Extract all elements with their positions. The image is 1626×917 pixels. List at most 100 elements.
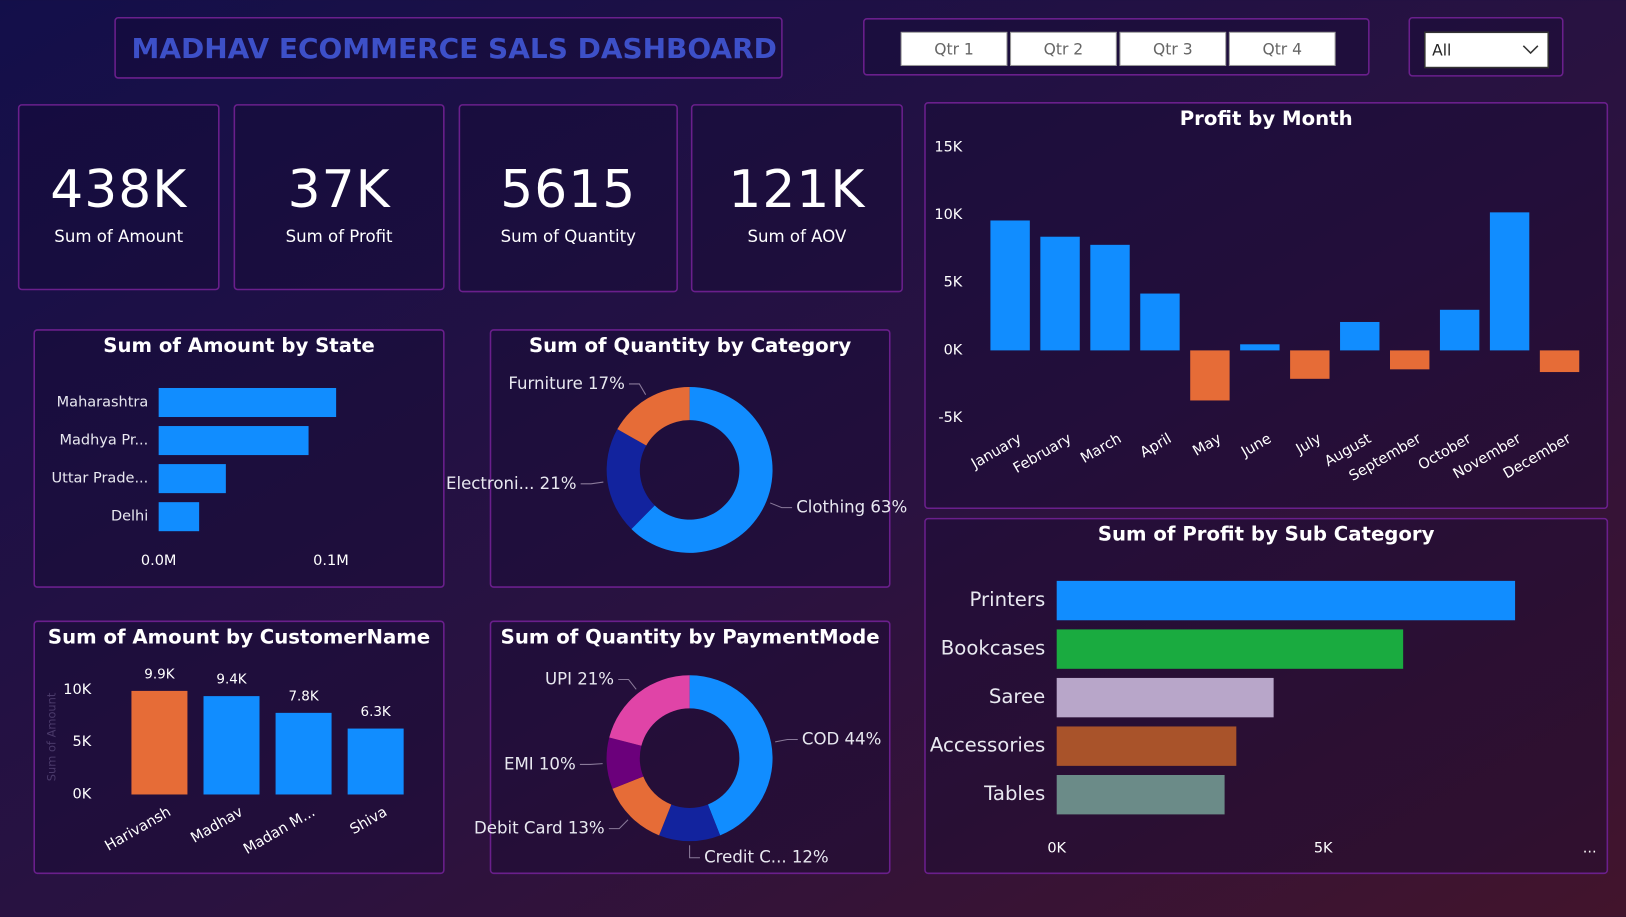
category-name: Credit C... (704, 847, 787, 866)
quarter-label: Qtr 3 (1153, 40, 1193, 58)
chart-panel (489, 329, 891, 588)
category-name: Furniture (508, 373, 582, 392)
chart-title: Sum of Amount by State (103, 334, 375, 357)
category-name: Debit Card (474, 818, 563, 837)
kpi-value: 37K (288, 160, 392, 220)
y-tick-label: Maharashtra (57, 395, 149, 411)
y-tick-label: Tables (983, 782, 1045, 805)
kpi-value: 438K (50, 160, 188, 220)
leader-line (775, 739, 798, 743)
donut-segment (659, 804, 721, 842)
donut-segment (606, 737, 644, 789)
bar (158, 387, 337, 418)
leader-line (618, 679, 637, 690)
kpi-label: Sum of AOV (747, 227, 847, 246)
bar (1056, 580, 1516, 621)
leader-line (629, 383, 647, 395)
leader-line (608, 819, 629, 830)
y-tick-label: Madhya Pr... (59, 433, 148, 449)
chart-title: Sum of Quantity by PaymentMode (501, 625, 880, 648)
quarter-button[interactable] (1228, 31, 1336, 66)
dashboard-title: MADHAV ECOMMERCE SALS DASHBOARD (132, 32, 777, 65)
bar (1240, 344, 1280, 351)
bar (1190, 350, 1230, 401)
bar (1439, 309, 1480, 351)
donut-label: Debit Card 13% (474, 818, 605, 837)
percent-label: 44% (844, 729, 881, 748)
bar (990, 220, 1030, 351)
y-tick-label: Saree (989, 685, 1045, 708)
kpi-label: Sum of Profit (286, 227, 393, 246)
percent-label: 13% (568, 818, 605, 837)
donut-label: Credit C... 12% (704, 847, 829, 866)
bar (275, 712, 332, 795)
bar (1056, 629, 1404, 669)
x-tick-label: 0K (1047, 840, 1066, 856)
donut-label: EMI 10% (504, 754, 576, 773)
x-tick-label: 0.1M (313, 553, 349, 569)
dropdown-chevron (1522, 45, 1539, 55)
donut-label: UPI 21% (545, 669, 614, 688)
category-name: COD (802, 729, 839, 748)
bar (158, 464, 226, 494)
quarter-button[interactable] (900, 31, 1008, 66)
chart-title: Profit by Month (1180, 107, 1353, 130)
y-tick-label: 10K (934, 207, 962, 223)
bar (1290, 350, 1330, 379)
donut-segment (609, 675, 690, 746)
bar (131, 690, 188, 795)
kpi-card (458, 104, 678, 293)
chart-panel (489, 620, 891, 875)
data-label: 9.9K (144, 666, 175, 682)
quarter-button[interactable] (1119, 31, 1227, 66)
y-tick-label: 15K (934, 139, 962, 155)
percent-label: 10% (539, 754, 576, 773)
donut-label: Electroni... 21% (446, 473, 576, 492)
percent-label: 21% (540, 473, 577, 492)
category-name: EMI (504, 754, 534, 773)
quarter-button[interactable] (1010, 31, 1117, 66)
y-tick-label: -5K (938, 410, 962, 426)
kpi-card (17, 104, 220, 291)
kpi-value: 5615 (500, 160, 636, 220)
bar (1140, 293, 1180, 351)
bar (203, 696, 260, 795)
y-tick-label: Accessories (930, 734, 1045, 757)
leader-line (579, 763, 603, 765)
dropdown-value: All (1432, 41, 1451, 59)
x-tick-label: 5K (1314, 840, 1333, 856)
bar (1539, 350, 1580, 373)
donut-segment (612, 776, 672, 836)
leader-line (689, 845, 700, 859)
category-name: Electroni... (446, 473, 534, 492)
y-tick-label: Bookcases (941, 637, 1046, 660)
bar (158, 502, 200, 532)
leader-line (770, 502, 793, 509)
x-tick-label: ... (1583, 840, 1597, 856)
title-box (114, 17, 783, 79)
kpi-label: Sum of Quantity (501, 227, 637, 246)
donut-label: Furniture 17% (508, 373, 624, 392)
kpi-card (233, 104, 445, 291)
category-name: UPI (545, 669, 572, 688)
bar (1340, 321, 1380, 351)
donut-segment (689, 675, 773, 836)
kpi-card (690, 104, 903, 293)
bar (1056, 726, 1237, 766)
percent-label: 21% (577, 669, 614, 688)
quarter-label: Qtr 4 (1262, 40, 1302, 58)
donut-label: COD 44% (802, 729, 881, 748)
bar (347, 728, 404, 795)
data-label: 7.8K (288, 688, 319, 704)
x-tick-label: 0.0M (141, 553, 177, 569)
donut-label: Clothing 63% (796, 497, 907, 516)
y-tick-label: 5K (944, 275, 963, 291)
quarter-label: Qtr 1 (934, 40, 974, 58)
y-tick-label: Printers (970, 588, 1046, 611)
y-tick-label: 5K (73, 734, 92, 750)
quarter-label: Qtr 2 (1044, 40, 1084, 58)
percent-label: 17% (588, 373, 625, 392)
bar (1056, 774, 1225, 815)
